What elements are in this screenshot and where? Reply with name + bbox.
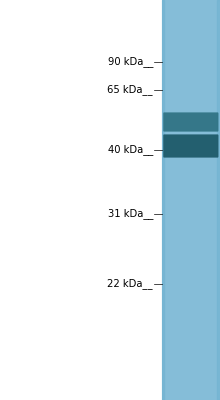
FancyBboxPatch shape (163, 134, 218, 158)
Text: 65 kDa__: 65 kDa__ (107, 84, 153, 96)
FancyBboxPatch shape (163, 112, 218, 132)
Bar (162, 0, 220, 400)
Text: 31 kDa__: 31 kDa__ (108, 208, 153, 220)
Text: 22 kDa__: 22 kDa__ (107, 278, 153, 290)
Text: 90 kDa__: 90 kDa__ (108, 56, 153, 68)
Text: 40 kDa__: 40 kDa__ (108, 144, 153, 156)
